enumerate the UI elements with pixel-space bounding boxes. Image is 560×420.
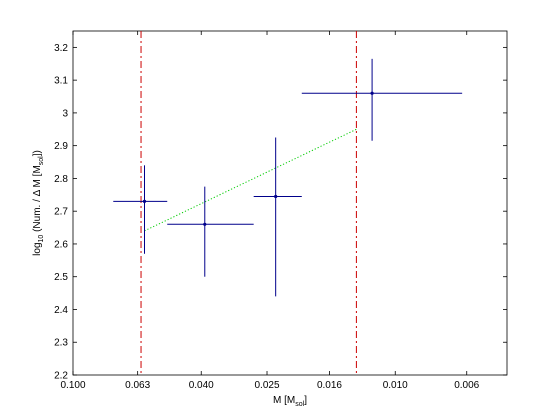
- plot-area: [72, 30, 508, 376]
- y-tick-label: 3.1: [54, 76, 68, 87]
- y-tick-label: 2.7: [54, 207, 68, 218]
- x-tick-label: 0.025: [254, 380, 279, 391]
- y-tick-label: 2.6: [54, 239, 68, 250]
- y-tick-label: 2.2: [54, 371, 68, 382]
- fit-layer: [144, 128, 357, 232]
- x-tick-label: 0.006: [454, 380, 479, 391]
- x-tick-label: 0.016: [317, 380, 342, 391]
- limit-lines: [140, 31, 357, 375]
- y-ticks: 2.2 2.3 2.4 2.5 2.6 2.7 2.8 2.9 3 3.1 3.2: [54, 43, 507, 382]
- x-tick-label: 0.040: [189, 380, 214, 391]
- x-tick-label: 0.010: [383, 380, 408, 391]
- fit-line: [144, 128, 357, 232]
- point-marker: [203, 222, 207, 226]
- y-axis-label-sub2: sol: [38, 156, 45, 165]
- x-tick-label: 0.063: [125, 380, 150, 391]
- y-axis-label-mid: (Num. / Δ M [M: [32, 165, 43, 234]
- point-marker: [142, 199, 147, 203]
- x-axis-label: M [Msol]: [273, 395, 307, 408]
- x-tick-label: 0.100: [60, 380, 85, 391]
- y-tick-label: 2.5: [54, 272, 68, 283]
- y-tick-label: 3: [62, 108, 68, 119]
- y-tick-label: 3.2: [54, 43, 68, 54]
- y-tick-label: 2.3: [54, 338, 68, 349]
- x-axis-label-base: M [M: [273, 395, 295, 406]
- data-point: [167, 186, 254, 277]
- x-axis-label-sub: sol: [295, 401, 304, 408]
- y-axis-label-tail: ]): [32, 150, 43, 156]
- data-point: [253, 137, 302, 297]
- data-point: [113, 165, 168, 254]
- y-axis-label-pre: log: [32, 242, 43, 255]
- y-tick-label: 2.8: [54, 174, 68, 185]
- y-tick-label: 2.4: [54, 305, 68, 316]
- x-axis-label-tail: ]: [304, 395, 307, 406]
- points-layer: [113, 58, 463, 297]
- y-axis-label-sub1: 10: [38, 235, 45, 243]
- y-axis-label: log10 (Num. / Δ M [Msol]): [32, 150, 45, 256]
- data-point: [301, 58, 463, 141]
- x-ticks: 0.100 0.063 0.040 0.025 0.016 0.010 0.006: [60, 31, 480, 391]
- point-marker: [370, 91, 374, 95]
- y-tick-label: 2.9: [54, 141, 68, 152]
- point-marker: [274, 194, 278, 199]
